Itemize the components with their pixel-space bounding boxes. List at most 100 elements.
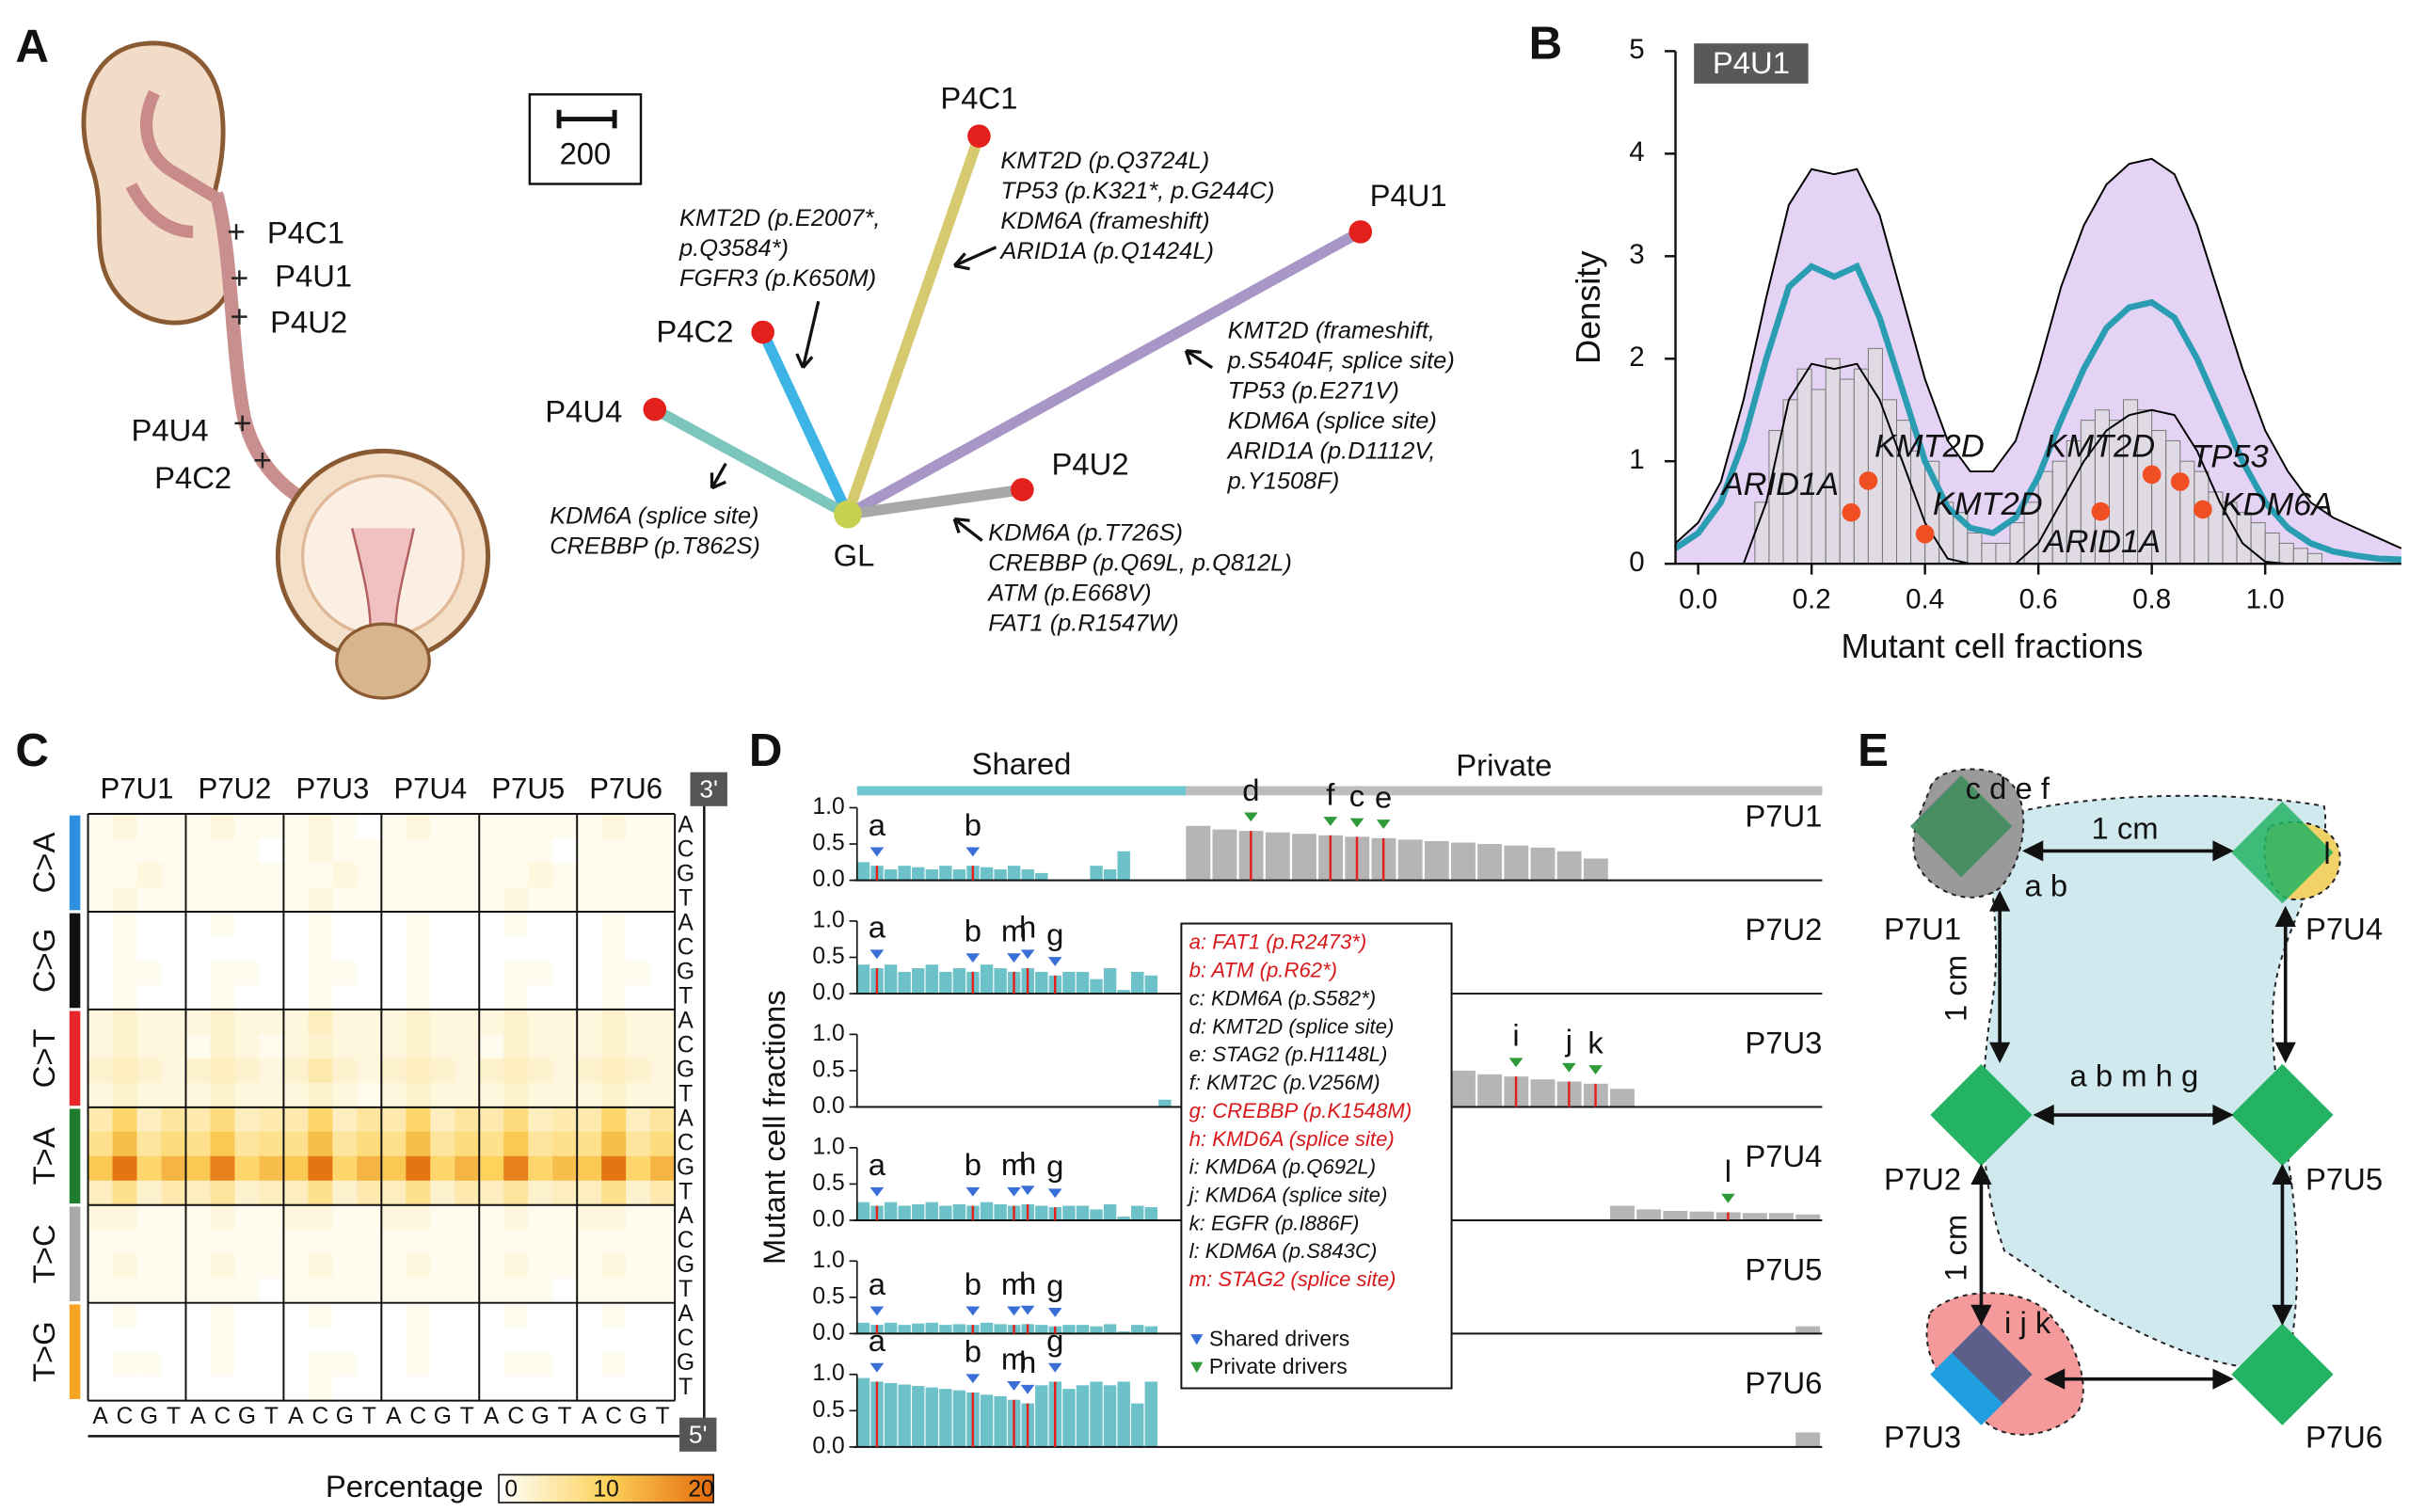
driver-marker: [965, 847, 981, 857]
heatmap-cell: [381, 1106, 407, 1133]
heatmap-cell: [650, 1131, 676, 1157]
heatmap-cell: [503, 1327, 529, 1353]
heatmap-cell: [479, 1253, 504, 1280]
driver-marker: [869, 847, 885, 857]
heatmap-cell: [185, 1033, 211, 1059]
driver-letter: i: [1512, 1018, 1519, 1053]
heatmap-cell: [577, 984, 602, 1011]
legend-item: c: KDM6A (p.S582*): [1189, 986, 1377, 1010]
heatmap-cell: [406, 1278, 431, 1304]
heatmap-cell: [650, 984, 676, 1011]
heatmap-cell: [161, 863, 186, 888]
driver-letter: h: [1019, 910, 1036, 945]
heatmap-cell: [308, 1106, 333, 1133]
heatmap-cell: [259, 1058, 284, 1084]
heatmap-cell: [601, 1302, 627, 1329]
heatmap-cell: [332, 1033, 358, 1059]
driver-point: [2194, 500, 2212, 519]
heatmap-cell: [430, 1082, 455, 1108]
y-tick-label: 0.0: [812, 1093, 844, 1119]
x-tick-label: 0.2: [1793, 583, 1831, 614]
driver-point: [2142, 465, 2162, 485]
heatmap-cell: [626, 1253, 651, 1280]
heatmap-cell: [185, 1009, 211, 1035]
heatmap-cell: [650, 814, 676, 839]
legend-item: j: KMD6A (splice site): [1187, 1184, 1388, 1207]
heatmap-cell: [381, 1009, 407, 1035]
driver-point: [1859, 471, 1878, 490]
column-label: P7U5: [491, 772, 565, 805]
heatmap-cell: [283, 1278, 309, 1304]
heatmap-cell: [503, 886, 529, 913]
heatmap-cell: [381, 1302, 407, 1329]
base-label: T: [678, 1375, 693, 1400]
base-label: G: [677, 959, 694, 984]
heatmap-cell: [185, 1058, 211, 1084]
distance-label: 1 cm: [2091, 811, 2158, 846]
tree-node: [1011, 478, 1034, 501]
heatmap-cell: [308, 1009, 333, 1035]
base-label: T: [678, 983, 693, 1009]
heatmap-cell: [259, 1278, 284, 1304]
heatmap-cell: [381, 863, 407, 888]
base-label: A: [678, 910, 694, 935]
heatmap-cell: [528, 1009, 553, 1035]
heatmap-cell: [626, 935, 651, 962]
heatmap-cell: [283, 911, 309, 937]
base-label: A: [92, 1404, 108, 1429]
branch: [842, 134, 984, 517]
heatmap-cell: [136, 1033, 162, 1059]
mcf-bar: [925, 869, 938, 881]
heatmap-cell: [161, 1229, 186, 1255]
heatmap-cell: [136, 1058, 162, 1084]
heatmap-cell: [528, 1253, 553, 1280]
heatmap-cell: [406, 886, 431, 913]
heatmap-cell: [88, 1229, 114, 1255]
mcf-bar: [1117, 990, 1130, 995]
heatmap-cell: [430, 838, 455, 864]
tree-node: [643, 397, 667, 422]
heatmap-cell: [234, 1082, 260, 1108]
heatmap-cell: [234, 911, 260, 937]
driver-letter: k: [1587, 1025, 1603, 1059]
heatmap-cell: [479, 1351, 504, 1377]
mcf-bar: [1795, 1432, 1821, 1447]
mcf-bar: [1477, 844, 1503, 881]
heatmap-cell: [210, 1229, 235, 1255]
heatmap-cell: [308, 1058, 333, 1084]
mcf-bar: [1117, 1217, 1130, 1220]
heatmap-cell: [185, 1180, 211, 1206]
heatmap-cell: [357, 1009, 382, 1035]
heatmap-cell: [88, 1253, 114, 1280]
heatmap-cell: [381, 911, 407, 937]
heatmap-cell: [430, 1253, 455, 1280]
heatmap-cell: [577, 838, 602, 864]
heatmap-cell: [406, 1229, 431, 1255]
mcf-bar: [1477, 1074, 1503, 1107]
mutation-annotation: KMT2D (p.Q3724L): [1000, 148, 1209, 174]
heatmap-cell: [112, 1082, 137, 1108]
heatmap-cell: [234, 886, 260, 913]
heatmap-cell: [357, 886, 382, 913]
heatmap-cell: [112, 838, 137, 864]
mcf-bar: [1742, 1213, 1767, 1220]
heatmap-cell: [455, 935, 480, 962]
driver-letter: a: [869, 910, 886, 945]
heatmap-cell: [455, 1229, 480, 1255]
heatmap-cell: [503, 1229, 529, 1255]
base-label: C: [215, 1404, 231, 1429]
heatmap-cell: [185, 984, 211, 1011]
heatmap-cell: [185, 863, 211, 888]
mcf-bar: [1397, 839, 1423, 881]
mcf-bar: [1103, 1385, 1117, 1447]
mcf-bar: [1062, 971, 1076, 995]
heatmap-cell: [552, 1009, 578, 1035]
heatmap-cell: [650, 1033, 676, 1059]
heatmap-cell: [479, 863, 504, 888]
row-color: [69, 1206, 81, 1302]
y-tick-label: 1.0: [812, 794, 844, 820]
heatmap-cell: [552, 1082, 578, 1108]
colorbar: [498, 1473, 714, 1504]
heatmap-cell: [112, 1351, 137, 1377]
heatmap-cell: [259, 1327, 284, 1353]
